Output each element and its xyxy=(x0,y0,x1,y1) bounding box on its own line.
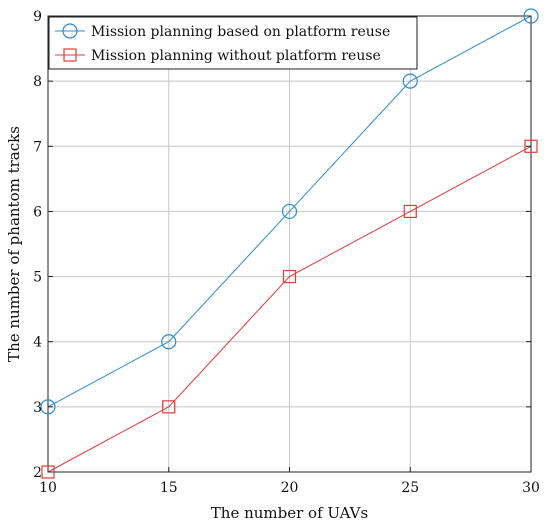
y-tick-label: 3 xyxy=(33,400,42,416)
y-tick-label: 2 xyxy=(33,465,42,481)
series-2 xyxy=(41,139,538,479)
series-1-point xyxy=(402,73,418,89)
x-tick-label: 10 xyxy=(39,480,57,496)
legend-label: Mission planning based on platform reuse xyxy=(91,24,390,40)
series-2-point xyxy=(282,269,297,284)
legend: Mission planning based on platform reuse… xyxy=(48,16,418,70)
y-tick-label: 7 xyxy=(33,139,42,155)
y-tick-label: 5 xyxy=(33,270,42,286)
legend-swatch-marker xyxy=(62,23,78,39)
series-2-point xyxy=(403,204,417,219)
tick-labels: 10 15 20 25 30 2 3 4 5 6 7 8 9 xyxy=(33,9,540,496)
y-tick-label: 6 xyxy=(33,204,42,220)
series-2-line xyxy=(47,145,532,473)
series-2-point xyxy=(162,400,176,414)
x-tick-label: 15 xyxy=(160,480,178,496)
series-1-point xyxy=(281,203,298,220)
series-1-point xyxy=(523,8,539,24)
x-axis-label: The number of UAVs xyxy=(211,504,368,522)
legend-box xyxy=(48,16,418,70)
x-tick-label: 30 xyxy=(522,480,540,496)
x-tick-label: 20 xyxy=(281,480,299,496)
x-tick-label: 25 xyxy=(401,480,419,496)
legend-swatch-marker xyxy=(63,48,77,62)
y-axis-label: The number of phantom tracks xyxy=(5,126,23,362)
series-1-point xyxy=(161,334,177,350)
series-1-point xyxy=(40,399,56,415)
series-2-point xyxy=(524,139,538,153)
y-tick-label: 4 xyxy=(33,335,42,351)
legend-label: Mission planning without platform reuse xyxy=(91,48,381,64)
grid-lines xyxy=(48,16,531,472)
legend-item-1: Mission planning based on platform reuse xyxy=(55,23,390,40)
series-layer xyxy=(40,8,539,479)
series-1-line xyxy=(47,15,532,408)
series-2-point xyxy=(41,465,55,479)
y-tick-label: 8 xyxy=(33,74,42,90)
y-tick-label: 9 xyxy=(33,9,42,25)
legend-item-2: Mission planning without platform reuse xyxy=(55,48,381,64)
series-1 xyxy=(40,8,539,415)
